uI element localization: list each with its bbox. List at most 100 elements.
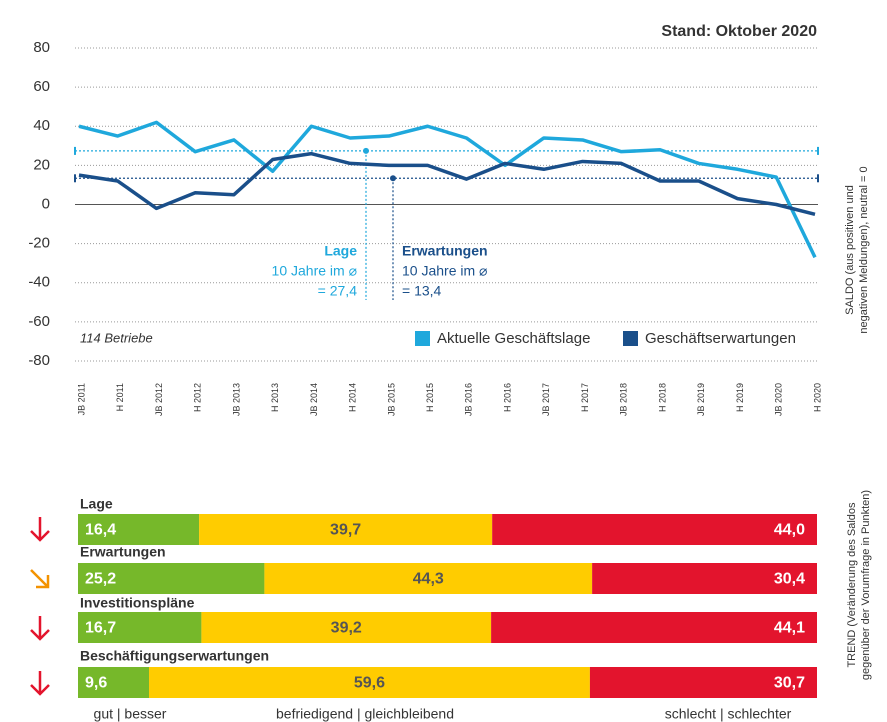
y-tick-label: -80 — [28, 352, 50, 369]
x-tick-label: JB 2015 — [386, 383, 396, 416]
x-tick-label: H 2015 — [425, 383, 435, 412]
category-label: Investitionspläne — [80, 595, 195, 611]
x-tick: H 2013 — [270, 383, 280, 412]
x-tick: H 2016 — [502, 383, 512, 412]
chart-title: Stand: Oktober 2020 — [661, 23, 817, 40]
y-tick-label: 0 — [42, 195, 50, 212]
value-label: 25,2 — [85, 571, 116, 588]
trend-arrow-down — [30, 517, 50, 542]
x-tick: JB 2019 — [696, 383, 706, 416]
value-label: 39,2 — [331, 620, 362, 637]
y-tick-label: 40 — [33, 117, 50, 134]
value-label: 30,7 — [774, 675, 805, 692]
category-label: Lage — [80, 496, 113, 512]
average-title: Erwartungen — [402, 243, 488, 259]
average-note: 10 Jahre im ⌀ — [402, 263, 487, 279]
x-tick: JB 2012 — [154, 383, 164, 416]
bar-segment — [149, 667, 590, 698]
x-tick: JB 2017 — [541, 383, 551, 416]
x-tick-label: JB 2014 — [309, 383, 319, 416]
bar-segment — [78, 514, 200, 545]
x-tick-label: H 2018 — [657, 383, 667, 412]
category-label: Erwartungen — [80, 544, 166, 560]
y-tick-label: -60 — [28, 313, 50, 330]
x-tick: JB 2020 — [774, 383, 784, 416]
y-axis-title: SALDO (aus positiven und negativen Meldu… — [844, 166, 870, 333]
value-label: 9,6 — [85, 675, 107, 692]
average-note: 10 Jahre im ⌀ — [272, 263, 357, 279]
x-tick: H 2012 — [193, 383, 203, 412]
bar-segment — [78, 563, 265, 594]
x-tick-label: H 2014 — [348, 383, 358, 412]
trend-axis-title-line: gegenüber der Vorumfrage in Punkten) — [860, 490, 872, 680]
x-tick-label: H 2016 — [502, 383, 512, 412]
legend-label: Geschäftserwartungen — [645, 330, 796, 347]
trend-arrows — [30, 517, 50, 696]
y-tick-label: -20 — [28, 235, 50, 252]
y-tick-label: 60 — [33, 78, 50, 95]
y-tick-label: -40 — [28, 274, 50, 291]
bar-segment — [592, 563, 817, 594]
x-tick-label: JB 2020 — [774, 383, 784, 416]
x-tick-label: JB 2012 — [154, 383, 164, 416]
value-label: 44,1 — [774, 620, 805, 637]
x-tick-label: H 2019 — [735, 383, 745, 412]
value-label: 44,3 — [413, 571, 444, 588]
y-axis-title-line: negativen Meldungen), neutral = 0 — [858, 166, 870, 333]
x-tick: JB 2016 — [464, 383, 474, 416]
x-tick: JB 2015 — [386, 383, 396, 416]
y-axis-title-line: SALDO (aus positiven und — [844, 185, 856, 315]
x-tick: H 2017 — [580, 383, 590, 412]
value-label: 16,4 — [85, 522, 116, 539]
x-tick-label: H 2012 — [193, 383, 203, 412]
x-tick: H 2020 — [812, 383, 822, 412]
x-tick-label: H 2011 — [115, 383, 125, 411]
bar-segment — [492, 514, 817, 545]
x-tick: JB 2013 — [231, 383, 241, 416]
bar-segment — [491, 612, 817, 643]
x-tick: JB 2011 — [76, 383, 86, 415]
x-tick: H 2019 — [735, 383, 745, 412]
x-tick-label: JB 2018 — [619, 383, 629, 416]
x-tick-label: JB 2016 — [464, 383, 474, 416]
bar-segment — [589, 667, 817, 698]
bar-segment — [78, 667, 150, 698]
x-tick-label: JB 2019 — [696, 383, 706, 416]
value-label: 39,7 — [330, 522, 361, 539]
legend-swatch — [415, 331, 430, 346]
x-tick: H 2015 — [425, 383, 435, 412]
legend-label: schlecht | schlechter — [665, 706, 792, 722]
bar-segment — [78, 612, 202, 643]
x-tick-label: JB 2017 — [541, 383, 551, 416]
value-label: 16,7 — [85, 620, 116, 637]
legend-label: Aktuelle Geschäftslage — [437, 330, 590, 347]
value-label: 30,4 — [774, 571, 805, 588]
category-label: Beschäftigungserwartungen — [80, 648, 269, 664]
x-tick: H 2018 — [657, 383, 667, 412]
bar-segment — [199, 514, 493, 545]
series-line — [78, 151, 816, 216]
y-tick-label: 20 — [33, 156, 50, 173]
x-tick-label: H 2020 — [812, 383, 822, 412]
x-tick: H 2011 — [115, 383, 125, 411]
x-tick-label: JB 2013 — [231, 383, 241, 416]
x-tick-label: H 2013 — [270, 383, 280, 412]
trend-arrow-diagonal — [30, 569, 50, 589]
bar-segment — [201, 612, 492, 643]
value-label: 59,6 — [354, 675, 385, 692]
legend-swatch — [623, 331, 638, 346]
trend-axis-title: TREND (Veränderung des Saldos gegenüber … — [846, 490, 872, 680]
average-label: = 27,4 — [318, 283, 358, 299]
average-label: = 13,4 — [402, 283, 442, 299]
x-tick: H 2014 — [348, 383, 358, 412]
trend-axis-title-line: TREND (Veränderung des Saldos — [846, 502, 858, 668]
x-tick-label: H 2017 — [580, 383, 590, 412]
y-tick-label: 80 — [33, 39, 50, 56]
average-title: Lage — [324, 243, 357, 259]
trend-arrow-down — [30, 616, 50, 641]
x-tick: JB 2014 — [309, 383, 319, 416]
trend-arrow-down — [30, 671, 50, 696]
x-tick-label: JB 2011 — [76, 383, 86, 415]
x-tick: JB 2018 — [619, 383, 629, 416]
note: 114 Betriebe — [80, 330, 153, 345]
